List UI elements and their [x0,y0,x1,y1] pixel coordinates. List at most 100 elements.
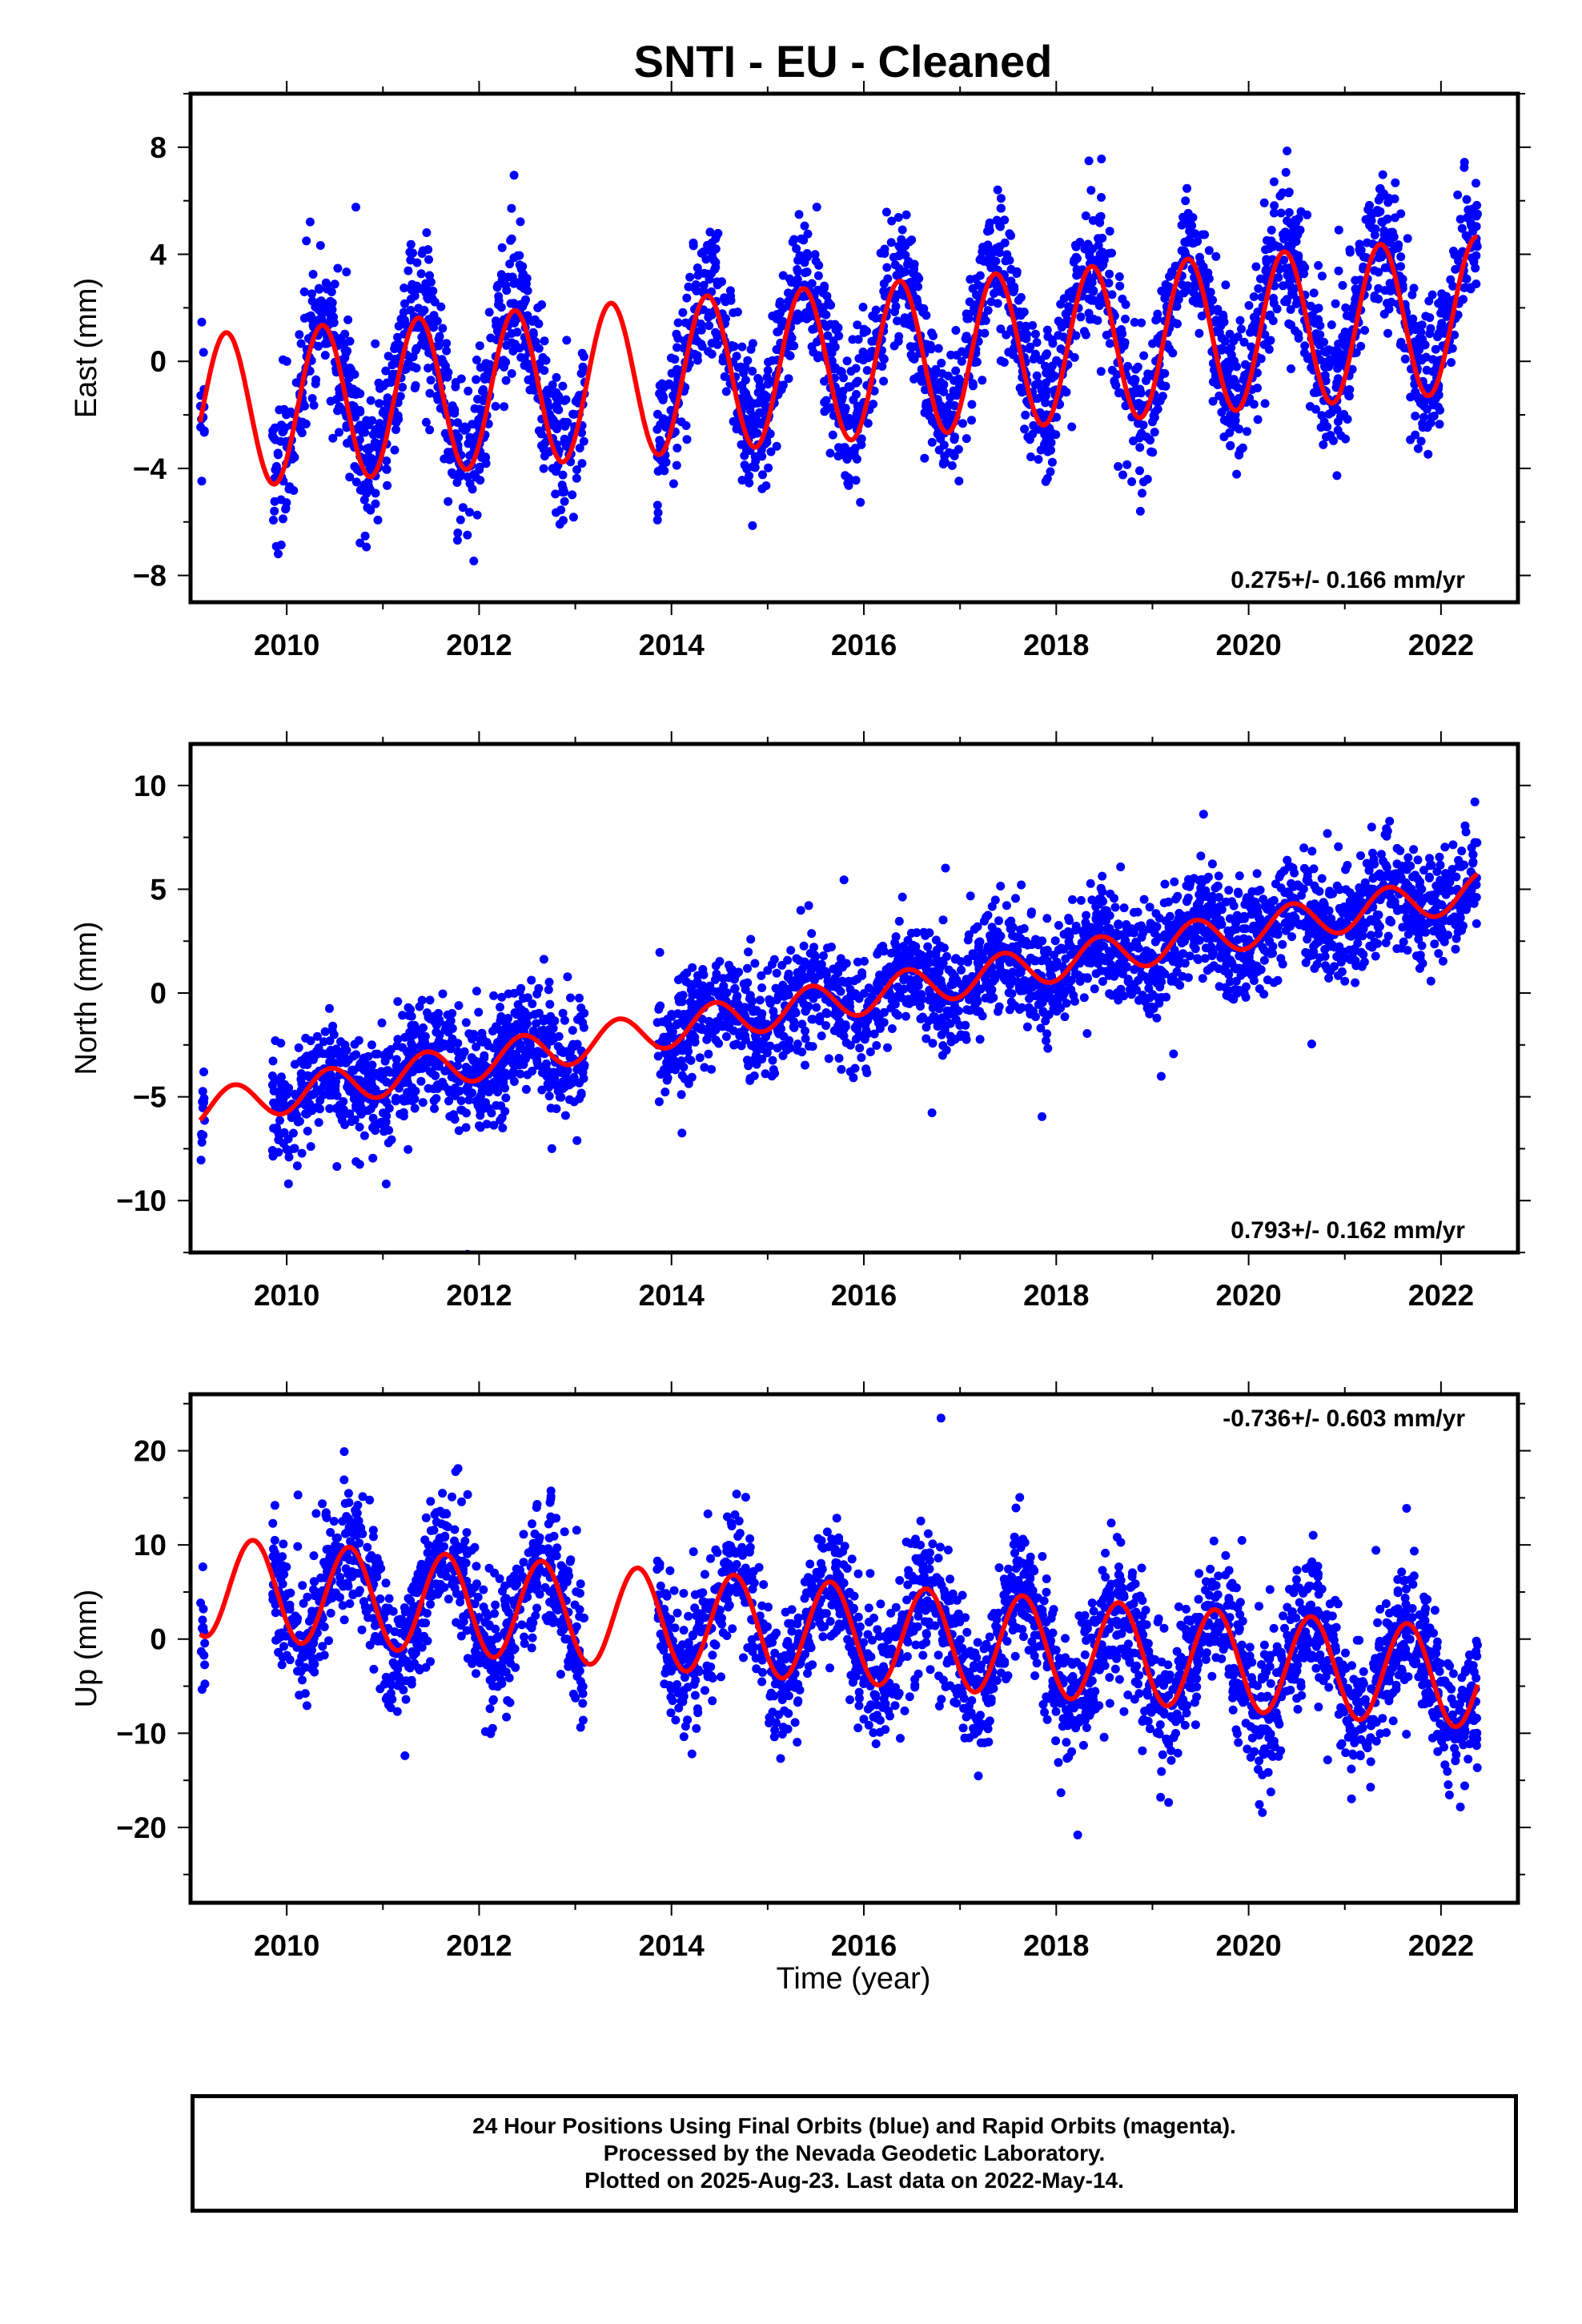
east-point [1396,262,1405,271]
east-point [424,255,433,264]
east-point [1471,263,1480,273]
east-point [733,308,742,317]
north-point [384,1125,394,1135]
east-point [950,376,959,385]
east-point [958,419,967,428]
east-point [707,269,716,279]
east-point [346,384,355,394]
east-point [1267,225,1276,235]
east-point [1215,391,1224,400]
east-point [1390,213,1399,223]
east-point [1435,405,1444,415]
north-point [1468,850,1478,859]
east-point [342,267,351,277]
north-point [326,1070,335,1080]
east-point [537,441,546,450]
east-point [819,309,829,319]
east-point [1097,155,1106,163]
east-point [1204,246,1214,255]
east-point [1034,455,1043,464]
east-point [1334,225,1343,235]
east-point [802,267,812,277]
east-point [797,313,806,323]
east-point [879,376,889,386]
panel-east: 2010 2012 2014 2016 2018 2020 2022−8−4048East … [70,81,1531,661]
east-point [476,363,485,372]
east-point [1436,308,1446,318]
east-point [753,374,763,383]
north-point [198,1087,207,1096]
east-point [1379,226,1389,235]
north-point [306,1142,315,1152]
north-point [1385,816,1395,826]
north-point [306,1090,315,1100]
east-point [1096,251,1106,259]
north-point [434,1008,444,1018]
east-point [572,473,581,483]
north-point [476,1111,485,1120]
north-point [324,1084,334,1094]
north-point [312,1085,322,1095]
east-point [352,464,362,474]
north-point [549,1068,559,1077]
east-point [1442,292,1451,301]
east-point [1447,358,1456,368]
east-point [1139,351,1149,360]
north-point [534,1008,544,1018]
east-point [1226,440,1235,450]
north-point [373,1049,382,1059]
east-point [1284,263,1294,273]
east-point [375,419,384,428]
east-point [509,299,519,308]
east-point [1345,385,1355,394]
north-point [519,994,528,1003]
east-point [1085,315,1094,324]
east-point [1183,208,1193,218]
north-point [391,1055,401,1064]
east-point [501,376,511,385]
north-point [314,1043,323,1052]
north-point [392,1041,402,1051]
north-point [384,1051,394,1060]
east-point [1042,325,1052,335]
north-point [444,1085,453,1095]
north-point [534,983,544,993]
east-point [1327,320,1336,330]
east-point [1320,363,1330,372]
east-point [1314,261,1323,270]
east-point [1336,412,1345,421]
east-point [1341,303,1351,312]
east-point [547,413,556,423]
east-point [478,387,487,396]
north-point [277,1072,286,1082]
north-point [839,875,849,885]
east-point [303,312,313,322]
east-point [523,286,532,296]
north-point [542,1059,551,1068]
east-point [1041,476,1050,486]
east-point [1237,324,1246,334]
north-point [267,1146,277,1155]
x-tick-label: 2018 [1023,629,1089,661]
north-point [1119,903,1129,913]
north-point [399,1112,408,1121]
east-point [276,541,286,549]
east-point [273,450,283,460]
north-point [424,1084,433,1093]
east-point [929,331,938,340]
north-point [296,1069,306,1079]
east-point [920,453,930,463]
east-point [868,312,877,320]
north-point [379,1068,388,1077]
north-point [494,1043,504,1052]
east-point [1439,323,1449,332]
east-point [1385,279,1395,288]
east-point [371,499,380,509]
east-point [721,387,731,396]
east-point [787,278,796,287]
east-point [939,387,949,396]
east-point [444,497,453,506]
north-point [292,1161,302,1171]
east-point [1259,198,1269,207]
north-point [566,993,575,1003]
